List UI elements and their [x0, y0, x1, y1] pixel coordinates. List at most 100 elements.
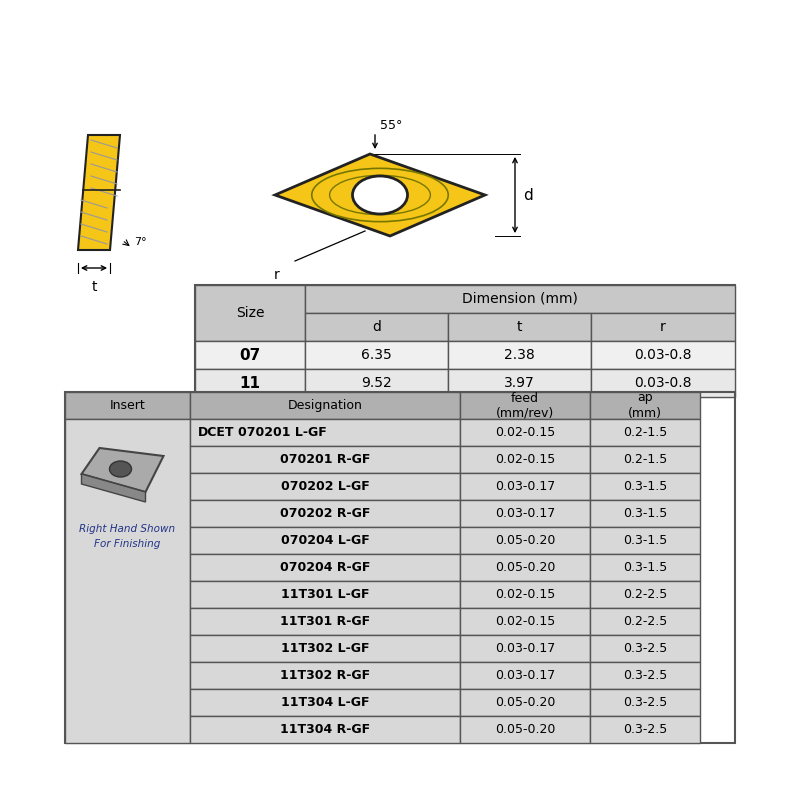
Bar — [460, 527, 590, 554]
Text: 0.02-0.15: 0.02-0.15 — [495, 588, 555, 601]
Text: 0.2-2.5: 0.2-2.5 — [623, 615, 667, 628]
Bar — [590, 581, 700, 608]
Bar — [65, 392, 735, 743]
Text: 070201 L-GF: 070201 L-GF — [238, 426, 326, 439]
Text: 0.3-1.5: 0.3-1.5 — [623, 480, 667, 493]
Bar — [190, 446, 460, 473]
Bar — [190, 419, 460, 446]
Text: 0.03-0.17: 0.03-0.17 — [495, 480, 555, 493]
Bar — [460, 446, 590, 473]
Text: t: t — [91, 280, 97, 294]
Text: 070201 R-GF: 070201 R-GF — [280, 453, 370, 466]
Text: DCET: DCET — [198, 426, 234, 439]
Bar — [590, 662, 700, 689]
Text: Designation: Designation — [287, 399, 362, 412]
Bar — [591, 369, 735, 397]
Text: t: t — [517, 320, 522, 334]
Bar — [190, 473, 460, 500]
Bar — [590, 419, 700, 446]
Text: 070202 R-GF: 070202 R-GF — [280, 507, 370, 520]
Bar — [65, 419, 190, 743]
Text: 0.3-2.5: 0.3-2.5 — [623, 642, 667, 655]
Bar — [460, 554, 590, 581]
Text: 0.02-0.15: 0.02-0.15 — [495, 426, 555, 439]
Bar — [195, 285, 305, 341]
Bar — [460, 392, 590, 419]
Text: 0.3-2.5: 0.3-2.5 — [623, 696, 667, 709]
Text: 0.2-1.5: 0.2-1.5 — [623, 426, 667, 439]
Text: feed
(mm/rev): feed (mm/rev) — [496, 391, 554, 419]
Polygon shape — [78, 135, 120, 250]
Text: 0.3-1.5: 0.3-1.5 — [623, 561, 667, 574]
Text: d: d — [372, 320, 381, 334]
Text: Insert: Insert — [110, 399, 146, 412]
Text: 0.3-1.5: 0.3-1.5 — [623, 507, 667, 520]
Bar — [190, 608, 460, 635]
Bar — [305, 369, 448, 397]
Text: 2.38: 2.38 — [504, 348, 535, 362]
Polygon shape — [82, 474, 146, 502]
Text: 3.97: 3.97 — [504, 376, 535, 390]
Text: 0.02-0.15: 0.02-0.15 — [495, 615, 555, 628]
Text: 11T302 L-GF: 11T302 L-GF — [281, 642, 370, 655]
Bar — [190, 527, 460, 554]
Text: r: r — [274, 268, 280, 282]
Bar — [590, 527, 700, 554]
Bar — [590, 635, 700, 662]
Text: 0.2-2.5: 0.2-2.5 — [623, 588, 667, 601]
Text: 0.05-0.20: 0.05-0.20 — [495, 696, 555, 709]
Text: 6.35: 6.35 — [361, 348, 392, 362]
Text: 0.3-1.5: 0.3-1.5 — [623, 534, 667, 547]
Bar — [590, 500, 700, 527]
Bar — [190, 716, 460, 743]
Text: 0.05-0.20: 0.05-0.20 — [495, 534, 555, 547]
Bar — [305, 313, 448, 341]
Text: 11T301 R-GF: 11T301 R-GF — [280, 615, 370, 628]
Ellipse shape — [110, 461, 131, 477]
Bar — [590, 689, 700, 716]
Text: 0.3-2.5: 0.3-2.5 — [623, 723, 667, 736]
Bar — [190, 689, 460, 716]
Text: 0.05-0.20: 0.05-0.20 — [495, 723, 555, 736]
Bar — [448, 369, 591, 397]
Bar — [590, 608, 700, 635]
Bar — [195, 341, 305, 369]
Text: 070202 L-GF: 070202 L-GF — [281, 480, 370, 493]
Text: For Finishing: For Finishing — [94, 539, 161, 549]
Bar — [190, 581, 460, 608]
Bar — [460, 419, 590, 446]
Text: 0.03-0.8: 0.03-0.8 — [634, 376, 692, 390]
Text: 070204 R-GF: 070204 R-GF — [280, 561, 370, 574]
Text: 11T304 R-GF: 11T304 R-GF — [280, 723, 370, 736]
Bar — [190, 635, 460, 662]
Bar — [448, 341, 591, 369]
Text: 11T301 L-GF: 11T301 L-GF — [281, 588, 370, 601]
Bar — [65, 392, 190, 419]
Bar — [590, 446, 700, 473]
Bar — [590, 554, 700, 581]
Text: 070204 L-GF: 070204 L-GF — [281, 534, 370, 547]
Text: 0.03-0.17: 0.03-0.17 — [495, 507, 555, 520]
Bar — [195, 369, 305, 397]
Text: 11: 11 — [239, 375, 261, 390]
Bar — [190, 392, 460, 419]
Bar — [460, 608, 590, 635]
Text: 55°: 55° — [380, 119, 402, 132]
Bar — [591, 341, 735, 369]
Text: r: r — [660, 320, 666, 334]
Bar — [190, 500, 460, 527]
Bar — [460, 689, 590, 716]
Bar — [460, 635, 590, 662]
Text: 0.3-2.5: 0.3-2.5 — [623, 669, 667, 682]
Text: Dimension (mm): Dimension (mm) — [462, 292, 578, 306]
Bar — [460, 581, 590, 608]
Text: 0.2-1.5: 0.2-1.5 — [623, 453, 667, 466]
Text: Size: Size — [236, 306, 264, 320]
Bar — [460, 716, 590, 743]
Polygon shape — [82, 448, 163, 492]
Bar — [590, 716, 700, 743]
Bar — [460, 500, 590, 527]
Bar — [590, 392, 700, 419]
Text: 11T304 L-GF: 11T304 L-GF — [281, 696, 370, 709]
Text: 0.03-0.17: 0.03-0.17 — [495, 669, 555, 682]
